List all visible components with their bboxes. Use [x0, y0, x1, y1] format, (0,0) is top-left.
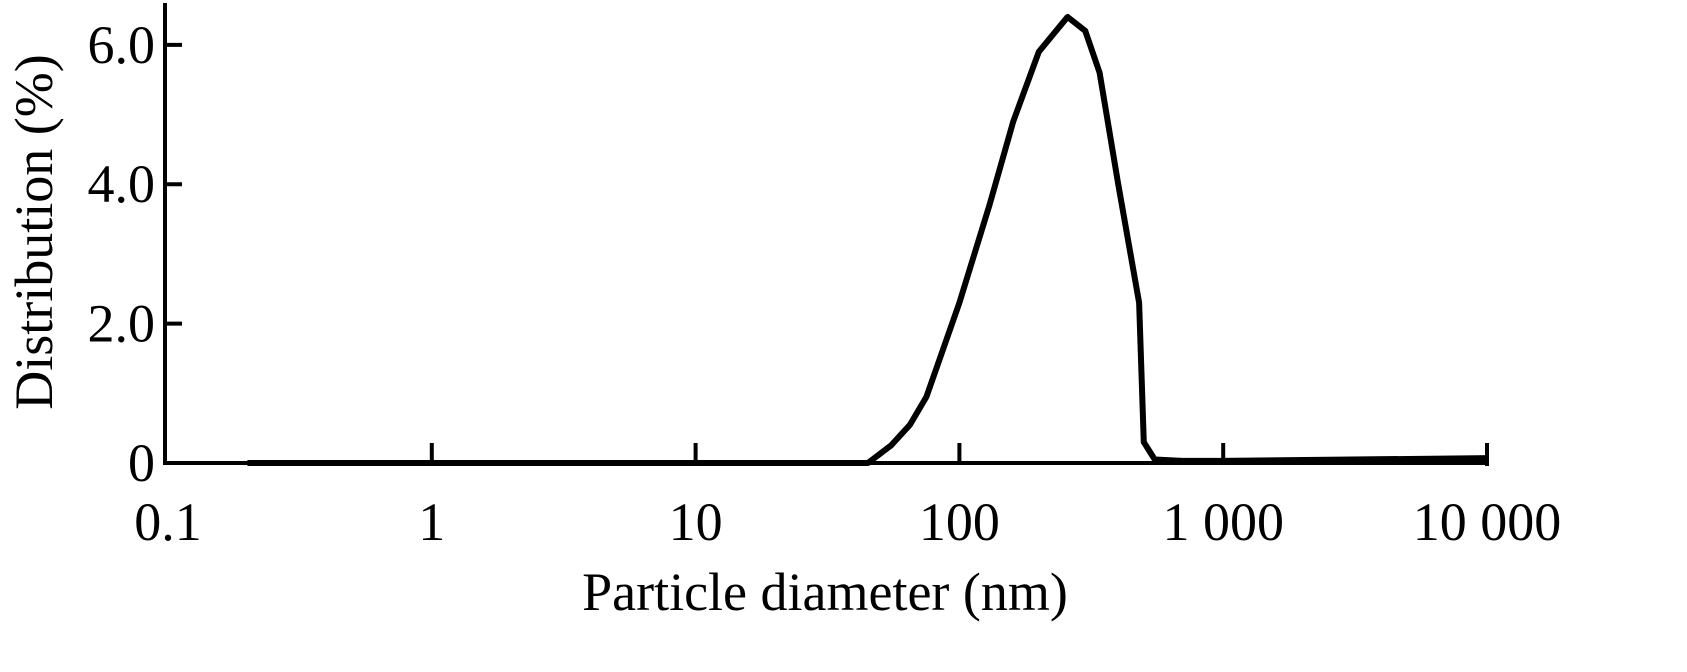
y-tick-label: 2.0	[88, 294, 156, 354]
y-tick-label: 4.0	[88, 154, 156, 214]
x-tick-label: 100	[919, 492, 1000, 552]
y-tick-label: 0	[128, 433, 155, 493]
x-tick-label: 1 000	[1162, 492, 1284, 552]
y-axis-label: Distribution (%)	[4, 54, 64, 409]
x-tick-label: 1	[418, 492, 445, 552]
x-tick-label: 10	[669, 492, 723, 552]
y-tick-label: 6.0	[88, 15, 156, 75]
x-tick-label: 0.1	[134, 492, 202, 552]
line	[247, 13, 1488, 466]
x-axis-label: Particle diameter (nm)	[582, 562, 1068, 622]
x-tick-label: 10 000	[1413, 492, 1562, 552]
